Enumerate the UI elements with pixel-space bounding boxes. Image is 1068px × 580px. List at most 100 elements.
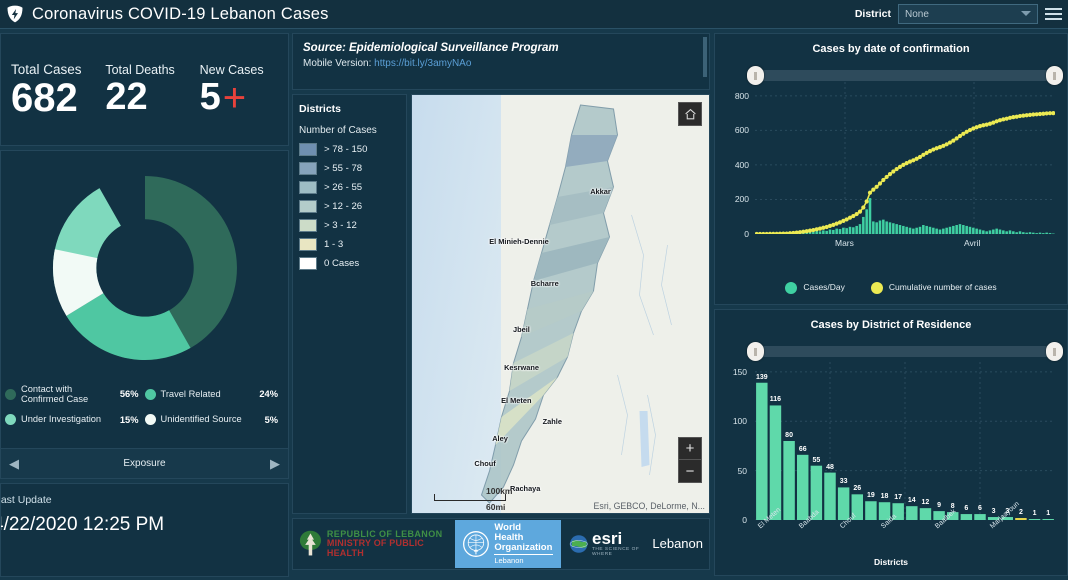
district-bar[interactable] (810, 465, 823, 520)
district-bar[interactable] (837, 487, 850, 520)
minus-icon[interactable]: − (685, 462, 695, 480)
cases-per-day-bar (1048, 233, 1052, 234)
legend-label: Unidentified Source (160, 414, 242, 425)
y-axis-tick: 0 (742, 515, 747, 525)
cases-per-day-bar (848, 226, 852, 234)
district-bar[interactable] (769, 405, 782, 520)
bar-value-label: 1 (1032, 510, 1037, 517)
district-bar[interactable] (824, 472, 836, 520)
district-bar[interactable] (933, 511, 945, 520)
cumulative-point (1017, 113, 1023, 119)
cumulative-point (814, 227, 819, 232)
legend-item-unidentified[interactable]: Unidentified Source 5% (144, 414, 285, 425)
who-line2: Organization (494, 542, 553, 556)
district-bar[interactable] (919, 508, 932, 520)
cumulative-point (967, 127, 973, 133)
plus-icon[interactable]: + (679, 438, 701, 460)
scale-km-label: 100km (486, 486, 513, 496)
district-bar[interactable] (892, 503, 904, 520)
home-icon[interactable] (678, 102, 702, 126)
legend-row: Contact with Confirmed Case 56% Travel R… (5, 384, 284, 405)
district-range-slider[interactable] (747, 342, 1063, 361)
district-bar[interactable] (851, 494, 863, 520)
map-geometry (480, 104, 672, 504)
cumulative-point (964, 129, 969, 134)
time-range-slider[interactable] (747, 66, 1063, 85)
scrollbar[interactable] (703, 37, 707, 77)
cumulative-point (911, 158, 916, 163)
cases-per-day-bar (955, 225, 958, 234)
cases-per-day-bar (825, 230, 828, 234)
cumulative-point (937, 145, 943, 150)
cumulative-point (977, 124, 983, 129)
map-zoom-controls[interactable]: + − (678, 437, 702, 483)
cumulative-point (971, 126, 976, 131)
legend-class-3: > 12 - 26 (299, 200, 400, 213)
cumulative-point (861, 205, 866, 210)
cumulative-point (857, 209, 863, 214)
district-bar[interactable] (878, 502, 891, 520)
esri-wordmark: esri (592, 529, 623, 549)
cumulative-point (1044, 111, 1049, 116)
district-bar[interactable] (783, 441, 795, 520)
legend-color-dot (5, 414, 16, 425)
district-bar[interactable] (960, 514, 973, 520)
district-bar[interactable] (797, 454, 809, 520)
legend-item-contact[interactable]: Contact with Confirmed Case 56% (5, 384, 145, 405)
y-axis-tick: 0 (744, 229, 749, 239)
cumulative-point (864, 199, 869, 204)
cumulative-point (811, 227, 816, 233)
district-bar[interactable] (947, 512, 959, 520)
cases-per-day-bar (1035, 233, 1038, 234)
chevron-right-icon[interactable]: ▶ (270, 455, 280, 471)
legend-cumulative[interactable]: Cumulative number of cases (870, 282, 997, 294)
district-bar[interactable] (1015, 518, 1027, 520)
donut-chart (1, 151, 288, 373)
mobile-version-link[interactable]: https://bit.ly/3amyNAo (374, 58, 472, 69)
district-bar[interactable] (756, 382, 768, 520)
hamburger-menu-icon[interactable] (1045, 8, 1062, 20)
cases-per-day-bar (878, 220, 882, 234)
legend-color-dot (5, 388, 16, 400)
legend-cases-per-day[interactable]: Cases/Day (785, 282, 845, 294)
map-canvas[interactable]: Akkar El Minieh-Dennie Bcharre Jbeil Kesrwan… (411, 94, 710, 514)
line-chart-svg (754, 82, 1056, 237)
last-update-label: Last Update (0, 494, 52, 506)
stat-new-cases: New Cases 5 + (194, 63, 288, 117)
y-axis-tick: 600 (734, 125, 749, 136)
bar-value-label: 33 (839, 478, 848, 486)
legend-item-investigation[interactable]: Under Investigation 15% (5, 414, 145, 425)
bar-value-label: 18 (880, 493, 889, 501)
cases-per-day-bar (888, 222, 892, 234)
cases-per-day-bar (975, 228, 978, 234)
cumulative-point (817, 226, 823, 231)
district-bar[interactable] (906, 506, 918, 520)
district-bar[interactable] (974, 514, 986, 520)
slider-handle-right[interactable] (1046, 66, 1063, 85)
cases-per-day-bar (978, 229, 982, 234)
district-bar[interactable] (1042, 519, 1054, 521)
district-bar[interactable] (1028, 519, 1041, 521)
who-line1: World Health (494, 521, 524, 543)
slider-handle-left[interactable] (747, 342, 764, 361)
district-bar[interactable] (1001, 517, 1013, 520)
slider-handle-right[interactable] (1046, 342, 1063, 361)
district-select[interactable]: None (898, 4, 1038, 24)
cumulative-point (794, 230, 799, 235)
cumulative-point (844, 217, 849, 222)
legend-color-dot (870, 282, 883, 294)
cumulative-point (907, 159, 913, 164)
cases-per-day-bar (945, 227, 948, 234)
cases-per-day-bar (948, 226, 952, 234)
cumulative-line (756, 112, 1054, 235)
source-panel: Source: Epidemiological Surveillance Pro… (292, 33, 710, 90)
legend-label: Cases/Day (803, 282, 845, 293)
cumulative-point (1034, 112, 1039, 117)
chevron-left-icon[interactable]: ◀ (9, 455, 19, 471)
cumulative-point (837, 220, 843, 225)
district-bar[interactable] (987, 517, 1000, 520)
legend-item-travel[interactable]: Travel Related 24% (144, 384, 285, 405)
district-bar[interactable] (865, 501, 877, 520)
cumulative-point (901, 162, 906, 167)
slider-handle-left[interactable] (747, 66, 764, 85)
